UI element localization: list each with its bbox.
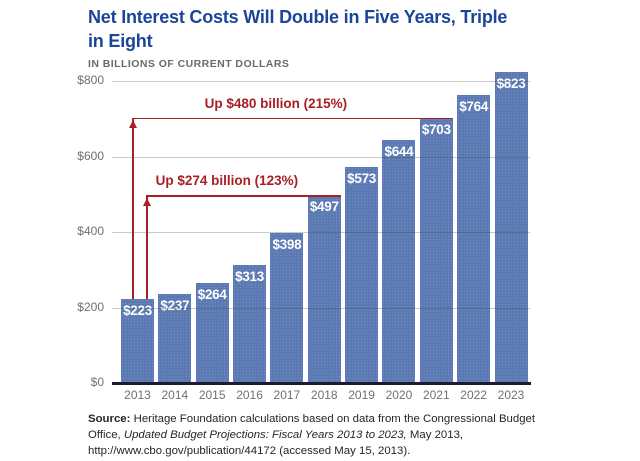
source-citation-title: Updated Budget Projections: Fiscal Years… [123,428,407,441]
x-axis-year-label: 2015 [198,388,226,402]
x-axis-year-label: 2023 [497,388,525,402]
bar-chart: $223 2013 $237 2014 $264 2015 $313 2016 $398 2017… [77,72,531,402]
bar-value-label: $823 [496,76,526,92]
gridline [112,81,530,82]
annotation-arrow-up-icon [142,197,151,206]
bar: $573 [345,166,379,383]
annotation-line [146,195,341,197]
annotation-label: Up $480 billion (215%) [204,95,348,111]
x-axis-baseline [112,381,531,385]
y-axis-tick-label: $800 [77,73,104,87]
bar: $497 [307,195,341,383]
x-axis-year-label: 2017 [273,388,301,402]
bar: $223 [121,298,154,383]
bar: $264 [195,283,229,383]
x-axis-year-label: 2018 [310,388,338,402]
bar-value-label: $264 [197,287,227,303]
chart-title: Net Interest Costs Will Double in Five Y… [88,7,508,51]
bar: $237 [158,293,192,383]
bar: $703 [419,117,453,383]
y-axis-tick-label: $600 [77,148,104,163]
gridline [112,156,530,158]
x-axis-year-label: 2013 [124,388,151,402]
bar-value-label: $223 [123,302,152,318]
source-text-2: May 2013, http://www.cbo.gov/publication… [88,428,464,457]
y-axis-tick-label: $0 [90,375,104,389]
annotation-arrow-shaft [132,118,134,299]
bar-value-label: $313 [235,268,264,284]
bar-value-label: $237 [160,297,190,313]
annotation-arrow-up-icon [128,120,137,129]
x-axis-year-label: 2021 [422,388,450,402]
y-axis-tick-label: $400 [77,224,104,238]
source-label: Source: [88,413,131,425]
bar-value-label: $398 [272,236,302,252]
bar-value-label: $573 [347,170,377,186]
gridline [112,307,530,309]
x-axis-year-label: 2022 [460,388,487,402]
chart-subtitle: IN BILLIONS OF CURRENT DOLLARS [88,58,290,70]
y-axis-tick-label: $200 [77,299,104,314]
bar: $764 [457,94,491,383]
gridline [112,232,530,233]
source-note: Source: Heritage Foundation calculations… [88,412,553,460]
x-axis-year-label: 2014 [161,388,189,402]
x-axis-year-label: 2019 [348,388,375,402]
x-axis-year-label: 2016 [236,388,263,402]
annotation-line [132,117,453,120]
bar-value-label: $703 [421,121,451,137]
bar: $398 [270,232,304,383]
bar-value-label: $764 [459,98,489,114]
x-axis-year-label: 2020 [385,388,413,402]
source-text-1: Heritage Foundation calculations based o… [88,413,536,441]
bar-value-label: $644 [384,143,414,159]
bar-value-label: $497 [309,199,339,215]
annotation-arrow-shaft [146,196,148,299]
bar: $823 [494,72,528,383]
bar: $644 [382,139,416,383]
annotation-label: Up $274 billion (123%) [155,173,299,189]
bar: $313 [233,264,267,383]
